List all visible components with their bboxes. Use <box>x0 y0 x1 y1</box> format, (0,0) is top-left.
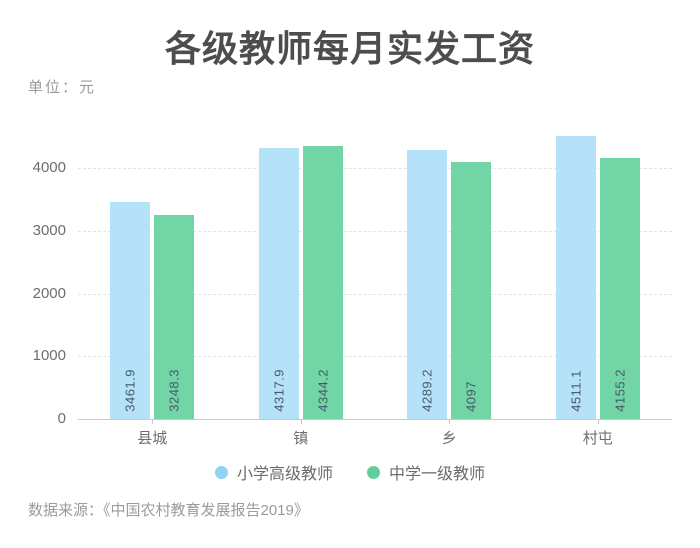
bar: 4317.9 <box>258 148 299 419</box>
gridline <box>78 356 672 358</box>
legend-label: 中学一级教师 <box>389 466 486 483</box>
bar-value-label: 3461.9 <box>122 369 138 412</box>
bar-group: 4289.2 4097 <box>375 115 524 419</box>
gridline <box>78 293 672 295</box>
x-axis-category-label: 村屯 <box>582 430 613 447</box>
bar-group: 4511.1 4155.2 <box>524 115 673 419</box>
gridline <box>78 168 672 169</box>
bar-value-label: 3248.3 <box>166 369 182 412</box>
y-axis-tick-label: 2000 <box>32 284 66 302</box>
x-axis-tick <box>152 419 154 424</box>
source-note: 数据来源：《中国农村教育发展报告2019》 <box>28 502 309 519</box>
legend-dot <box>367 465 380 479</box>
legend-item: 中学一级教师 <box>367 460 485 484</box>
bar-value-label: 4317.9 <box>271 369 287 412</box>
y-axis-tick-label: 1000 <box>32 347 66 365</box>
unit-label: 单位：元 <box>28 79 97 96</box>
bar: 4344.2 <box>302 146 343 419</box>
gridline <box>78 230 672 232</box>
chart-title: 各级教师每月实发工资 <box>164 28 535 69</box>
y-axis-tick-label: 3000 <box>32 221 66 239</box>
bar: 3248.3 <box>154 215 195 419</box>
bar-value-label: 4511.1 <box>568 370 584 412</box>
bar: 4289.2 <box>407 150 448 419</box>
y-axis-tick-label: 4000 <box>32 159 66 176</box>
x-axis-category-label: 镇 <box>293 430 309 447</box>
y-axis-tick-label: 0 <box>57 410 66 427</box>
x-axis-tick <box>300 419 302 424</box>
x-axis-tick <box>449 419 451 424</box>
legend-dot <box>214 465 228 479</box>
legend-label: 小学高级教师 <box>236 466 333 483</box>
bar-group: 4317.9 4344.2 <box>227 115 376 419</box>
bar: 4155.2 <box>599 158 640 419</box>
x-axis-line <box>78 419 672 420</box>
bar: 4097 <box>451 162 492 419</box>
bar: 3461.9 <box>110 202 151 419</box>
x-axis-category-label: 县城 <box>137 430 168 447</box>
legend: 小学高级教师 中学一级教师 <box>0 460 700 484</box>
bar-value-label: 4155.2 <box>612 369 628 412</box>
bar-group: 3461.9 3248.3 <box>78 115 227 419</box>
bar-value-label: 4344.2 <box>315 369 331 412</box>
bar-value-label: 4097 <box>463 381 479 412</box>
bar-value-label: 4289.2 <box>419 369 435 412</box>
x-axis-category-label: 乡 <box>441 430 457 447</box>
x-axis-tick <box>597 419 599 424</box>
bar: 4511.1 <box>555 136 596 419</box>
legend-item: 小学高级教师 <box>214 460 333 484</box>
